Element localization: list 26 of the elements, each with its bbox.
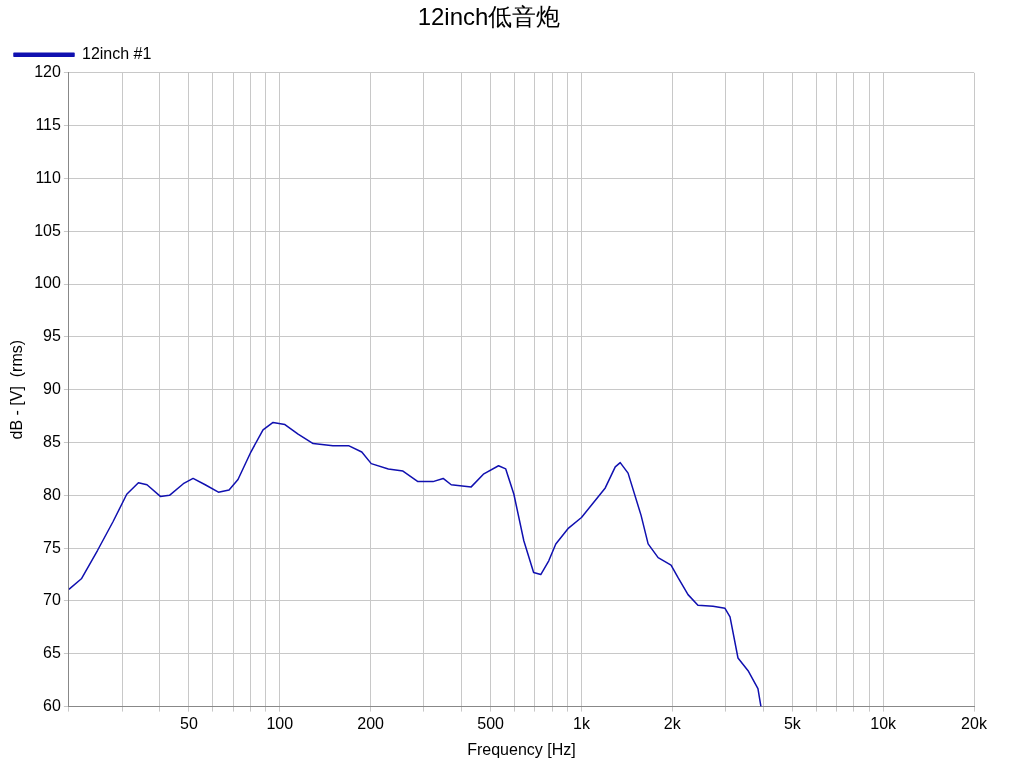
y-tick-label: 70 [43,591,61,609]
y-tick-label: 100 [34,274,61,292]
x-tick-label: 20k [961,714,988,732]
y-tick-label: 65 [43,644,61,662]
x-tick-label: 5k [783,714,802,732]
x-tick-label: 2k [663,714,682,732]
y-axis-title: dB - [V] (rms) [8,339,26,440]
y-tick-label: 90 [43,380,61,398]
legend-label: 12inch #1 [82,45,152,63]
x-axis-title: Frequency [Hz] [467,740,576,758]
x-tick-label: 100 [266,714,294,732]
x-tick-label: 10k [870,714,898,732]
y-tick-label: 80 [43,485,61,503]
x-tick-label: 1k [573,714,591,732]
y-tick-label: 110 [35,168,61,186]
x-tick-label: 200 [357,714,385,732]
x-tick-label: 500 [477,714,505,732]
y-tick-label: 85 [43,432,61,450]
y-tick-label: 95 [43,327,61,345]
y-tick-label: 60 [43,697,61,715]
y-tick-label: 105 [34,221,61,239]
y-tick-label: 120 [34,63,61,81]
y-tick-label: 115 [35,116,61,134]
x-tick-label: 50 [180,714,198,732]
chart-title: 12inch低音炮 [417,3,561,31]
y-tick-label: 75 [43,538,61,556]
